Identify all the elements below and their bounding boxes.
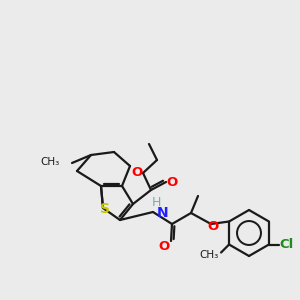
Text: O: O bbox=[158, 239, 169, 253]
Text: O: O bbox=[167, 176, 178, 188]
Text: H: H bbox=[151, 196, 161, 208]
Text: O: O bbox=[207, 220, 219, 232]
Text: Cl: Cl bbox=[280, 238, 294, 251]
Text: S: S bbox=[100, 202, 110, 216]
Text: N: N bbox=[157, 206, 169, 220]
Text: O: O bbox=[131, 166, 142, 178]
Text: CH₃: CH₃ bbox=[200, 250, 219, 260]
Text: CH₃: CH₃ bbox=[41, 157, 60, 167]
